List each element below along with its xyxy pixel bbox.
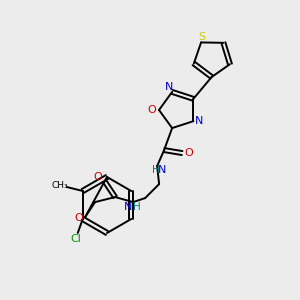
Text: Cl: Cl xyxy=(70,234,81,244)
Text: O: O xyxy=(75,213,83,223)
Text: N: N xyxy=(165,82,173,92)
Text: O: O xyxy=(185,148,194,158)
Text: O: O xyxy=(94,172,103,182)
Text: O: O xyxy=(148,105,156,115)
Text: N: N xyxy=(195,116,204,126)
Text: H: H xyxy=(152,165,160,175)
Text: N: N xyxy=(124,202,132,212)
Text: S: S xyxy=(199,32,206,42)
Text: H: H xyxy=(133,202,141,212)
Text: CH₃: CH₃ xyxy=(51,181,68,190)
Text: N: N xyxy=(158,165,166,175)
